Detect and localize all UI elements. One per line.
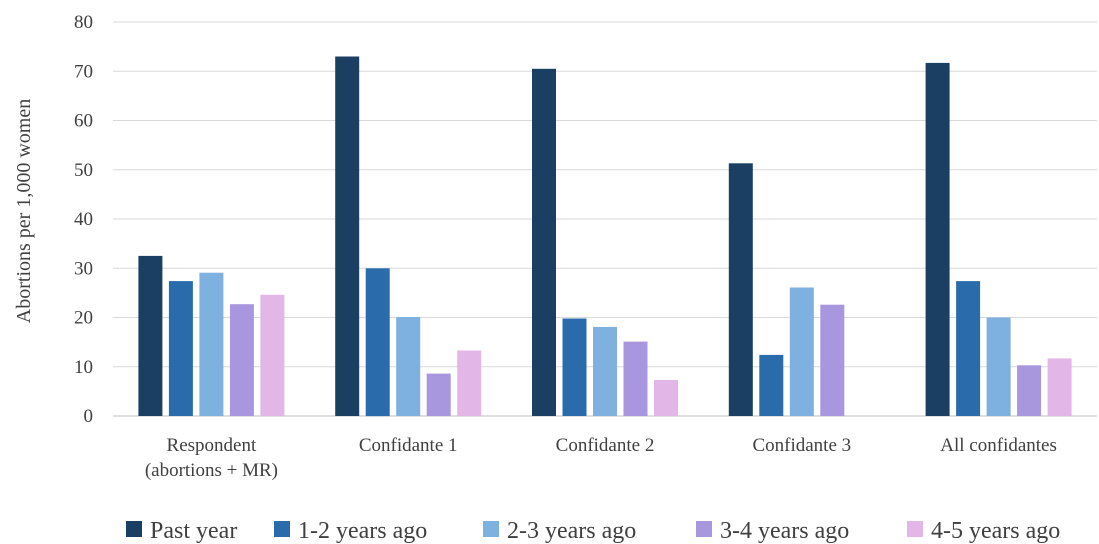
legend-label: 1-2 years ago (298, 518, 427, 544)
y-tick-label: 10 (74, 357, 93, 378)
bar (623, 341, 648, 416)
category-labels: Respondent (abortions + MR) Confidante 1 Co… (145, 435, 1057, 481)
legend-label: Past year (150, 518, 237, 544)
bar (199, 272, 224, 416)
y-tick-label: 20 (74, 308, 93, 329)
bar (759, 354, 784, 416)
y-tick-label: 30 (74, 258, 93, 279)
bar (789, 287, 814, 416)
bar (365, 268, 390, 417)
y-tick-label: 60 (74, 111, 93, 132)
bar (593, 326, 617, 416)
legend-label: 3-4 years ago (720, 518, 849, 544)
category-label: (abortions + MR) (145, 460, 278, 481)
y-tick-label: 40 (74, 209, 93, 230)
y-axis-title: Abortions per 1,000 women (13, 99, 35, 323)
bar (396, 317, 421, 416)
legend-label: 4-5 years ago (931, 518, 1060, 544)
bar (562, 318, 587, 416)
y-tick-label: 50 (74, 160, 93, 181)
bar (138, 255, 163, 416)
category-label: Confidante 2 (556, 435, 655, 456)
bar (1017, 365, 1042, 416)
legend: Past year 1-2 years ago 2-3 years ago 3-4 y… (126, 518, 1060, 544)
bar (168, 281, 193, 416)
bar (229, 304, 254, 416)
bar (728, 163, 753, 416)
bar (925, 62, 950, 417)
bar (260, 294, 285, 416)
bar (426, 373, 451, 416)
legend-swatch (696, 521, 712, 537)
y-tick-label: 0 (84, 406, 94, 427)
bar (820, 304, 845, 416)
legend-swatch (907, 521, 923, 537)
bar (532, 68, 556, 417)
category-label: Confidante 3 (752, 435, 851, 456)
bar (457, 350, 482, 416)
bar (654, 380, 678, 416)
category-label: All confidantes (940, 435, 1057, 456)
bar (335, 56, 360, 416)
legend-label: 2-3 years ago (507, 518, 636, 544)
legend-swatch (126, 521, 142, 537)
bar (1047, 358, 1072, 416)
category-label: Confidante 1 (359, 435, 458, 456)
category-label: Respondent (167, 435, 257, 456)
legend-swatch (483, 521, 499, 537)
y-axis-ticks: 0 10 20 30 40 50 60 70 80 (74, 12, 93, 427)
bar (956, 281, 981, 416)
bars (138, 56, 1072, 417)
legend-swatch (274, 521, 290, 537)
y-tick-label: 70 (74, 61, 93, 82)
bar (986, 317, 1011, 416)
y-tick-label: 80 (74, 12, 93, 33)
